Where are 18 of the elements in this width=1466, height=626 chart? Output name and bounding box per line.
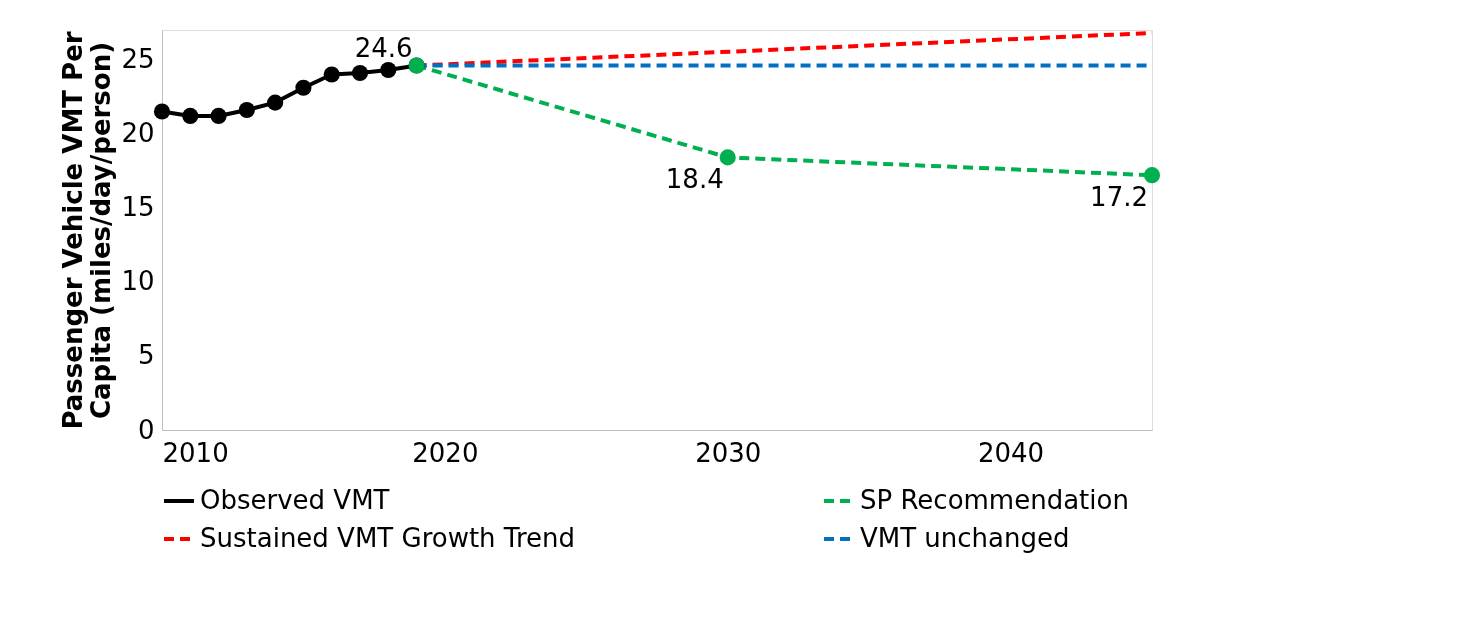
x-tick-label: 2010 (162, 437, 229, 468)
x-tick-label: 2030 (695, 437, 762, 468)
y-tick-label: 15 (121, 192, 155, 223)
legend-label: VMT unchanged (860, 523, 1070, 553)
y-tick-label: 10 (121, 266, 155, 297)
y-tick-label: 20 (121, 118, 155, 149)
y-tick-label: 25 (121, 44, 155, 75)
legend-label: Observed VMT (200, 485, 390, 515)
x-tick-label: 2040 (977, 437, 1045, 468)
y-tick-label: 0 (137, 414, 155, 445)
y-axis-title: Passenger Vehicle VMT Per Capita (miles/day/person) (58, 31, 117, 430)
data-label: 17.2 (1090, 182, 1148, 213)
y-tick-label: 5 (137, 340, 155, 371)
data-label: 24.6 (354, 32, 413, 63)
x-tick-label: 2020 (412, 437, 479, 468)
legend-label: SP Recommendation (860, 485, 1129, 515)
data-label: 18.4 (665, 164, 724, 195)
legend-label: Sustained VMT Growth Trend (200, 523, 576, 553)
